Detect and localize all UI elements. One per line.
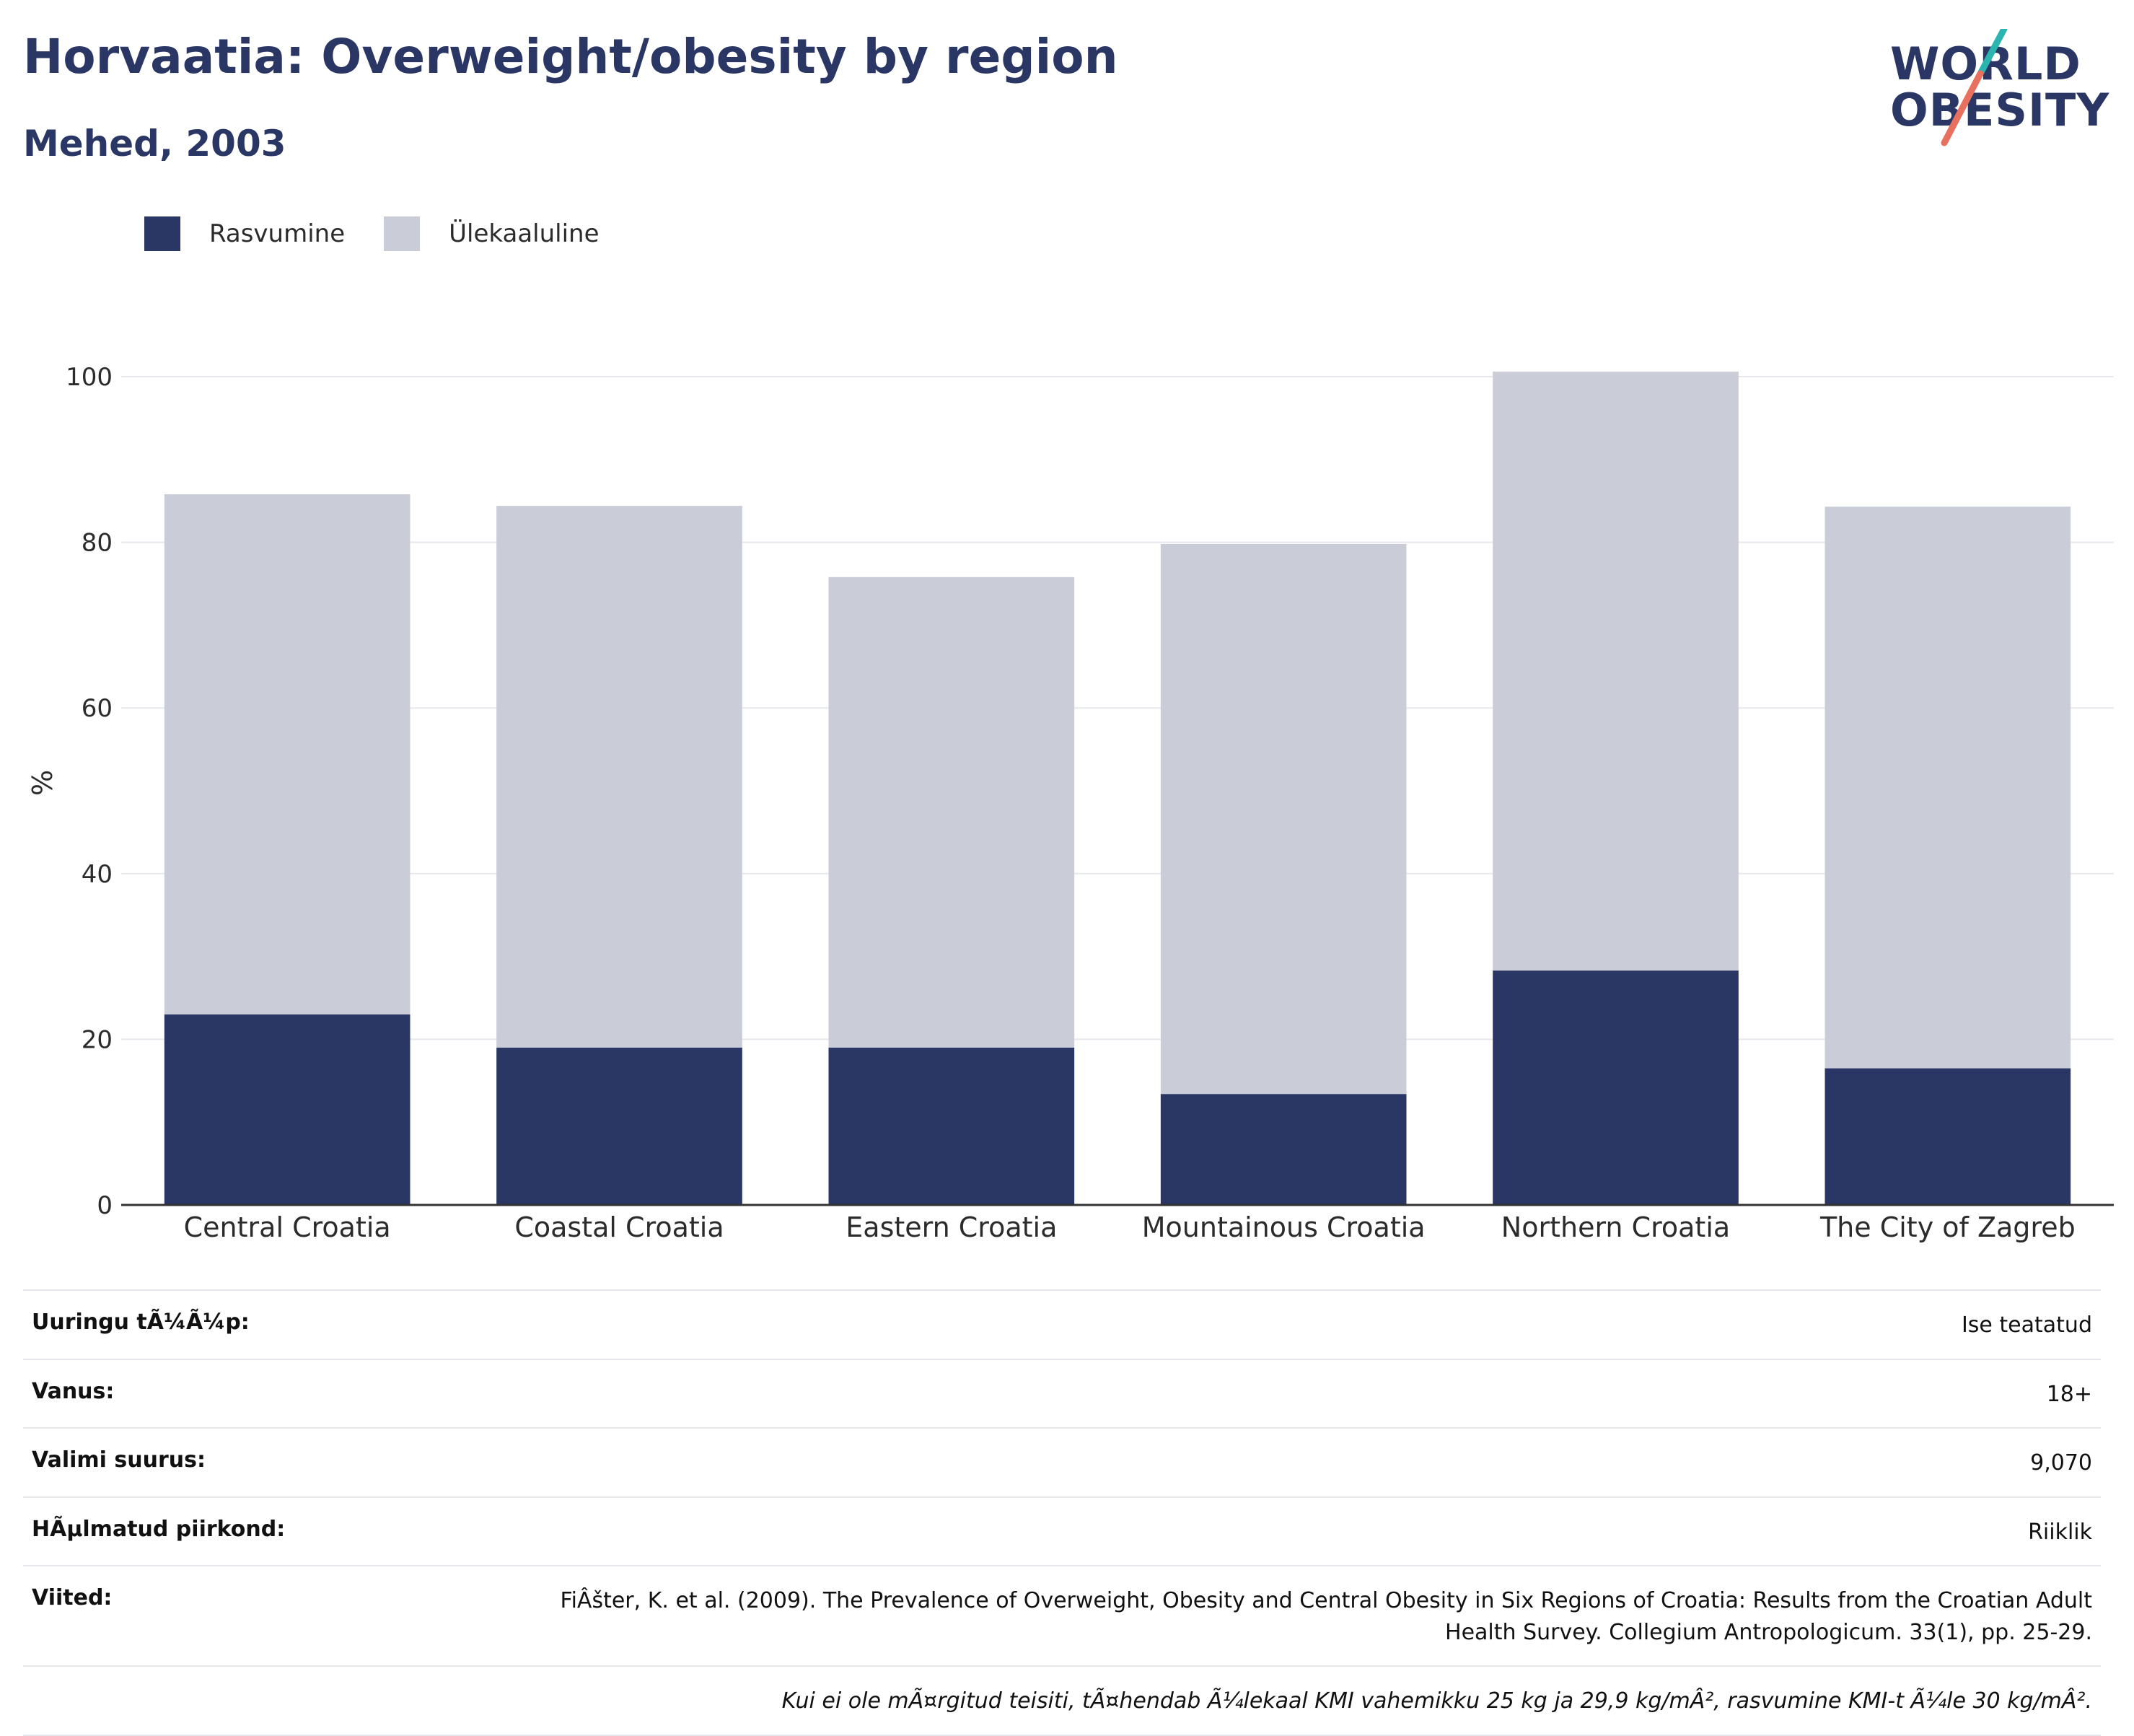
legend-swatch-rasvumine	[144, 216, 180, 251]
detail-label: Viited:	[32, 1585, 113, 1610]
detail-row-survey-type: Uuringu tÃ¼Ã¼p: Ise teatatud	[23, 1289, 2101, 1359]
detail-value: Riiklik	[2028, 1519, 2092, 1545]
x-tick-label: Northern Croatia	[1501, 1211, 1730, 1243]
details-table: Uuringu tÃ¼Ã¼p: Ise teatatud Vanus: 18+ …	[23, 1289, 2101, 1736]
x-tick-label: Central Croatia	[184, 1211, 391, 1243]
definition-footnote: Kui ei ole mÃ¤rgitud teisiti, tÃ¤hendab …	[781, 1688, 2092, 1714]
legend-item-ulekaaluline[interactable]: Ülekaaluline	[384, 216, 600, 251]
bar-ulekaaluline	[496, 506, 742, 1048]
detail-row-age: Vanus: 18+	[23, 1358, 2101, 1428]
x-tick-label: Eastern Croatia	[846, 1211, 1057, 1243]
bar-ulekaaluline	[828, 577, 1075, 1048]
bar-rasvumine	[1160, 1094, 1407, 1205]
bar-rasvumine	[1825, 1068, 2071, 1205]
y-tick-label: 80	[82, 529, 113, 558]
detail-row-coverage: HÃµlmatud piirkond: Riiklik	[23, 1496, 2101, 1566]
detail-value: FiÂšter, K. et al. (2009). The Prevalenc…	[560, 1588, 2092, 1645]
bar-ulekaaluline	[164, 494, 410, 1014]
y-tick-label: 20	[82, 1025, 113, 1054]
bar-rasvumine	[1493, 970, 1739, 1205]
chart-title: Horvaatia: Overweight/obesity by region	[23, 29, 1118, 84]
bar-rasvumine	[828, 1047, 1075, 1205]
bar-ulekaaluline	[1493, 372, 1739, 971]
bar-rasvumine	[164, 1014, 410, 1205]
y-tick-label: 100	[66, 363, 113, 392]
y-axis-title: %	[27, 770, 58, 796]
x-tick-label: Mountainous Croatia	[1142, 1211, 1426, 1243]
legend-label-rasvumine: Rasvumine	[209, 219, 346, 248]
logo-slash-icon	[1941, 29, 2008, 146]
bar-rasvumine	[496, 1047, 742, 1205]
x-tick-label: Coastal Croatia	[514, 1211, 724, 1243]
detail-value: Ise teatatud	[1961, 1312, 2092, 1338]
y-tick-label: 60	[82, 694, 113, 723]
detail-row-references: Viited: FiÂšter, K. et al. (2009). The P…	[23, 1565, 2101, 1665]
x-tick-label: The City of Zagreb	[1819, 1211, 2076, 1243]
world-obesity-logo: WORLD OBESITY	[1876, 29, 2114, 155]
detail-label: Uuringu tÃ¼Ã¼p:	[32, 1310, 250, 1335]
y-tick-label: 0	[97, 1191, 113, 1220]
detail-row-sample-size: Valimi suurus: 9,070	[23, 1427, 2101, 1496]
bar-ulekaaluline	[1825, 507, 2071, 1069]
stacked-bar-chart: 0 20 40 60 80 100% Central Croatia Coastal Croa…	[27, 363, 2114, 1243]
legend-item-rasvumine[interactable]: Rasvumine	[144, 216, 345, 251]
chart-subtitle: Mehed, 2003	[23, 123, 286, 165]
legend-label-ulekaaluline: Ülekaaluline	[449, 219, 600, 248]
definition-footnote-row: Kui ei ole mÃ¤rgitud teisiti, tÃ¤hendab …	[23, 1665, 2101, 1736]
detail-value: 9,070	[2030, 1450, 2092, 1476]
logo-word-obesity: OBESITY	[1890, 84, 2110, 136]
legend-swatch-ulekaaluline	[384, 216, 421, 251]
detail-label: HÃµlmatud piirkond:	[32, 1516, 286, 1542]
y-tick-label: 40	[82, 860, 113, 889]
detail-label: Valimi suurus:	[32, 1447, 206, 1473]
detail-label: Vanus:	[32, 1378, 115, 1404]
detail-value: 18+	[2046, 1381, 2092, 1407]
bar-ulekaaluline	[1160, 543, 1407, 1095]
chart-legend: Rasvumine Ülekaaluline	[144, 216, 600, 251]
